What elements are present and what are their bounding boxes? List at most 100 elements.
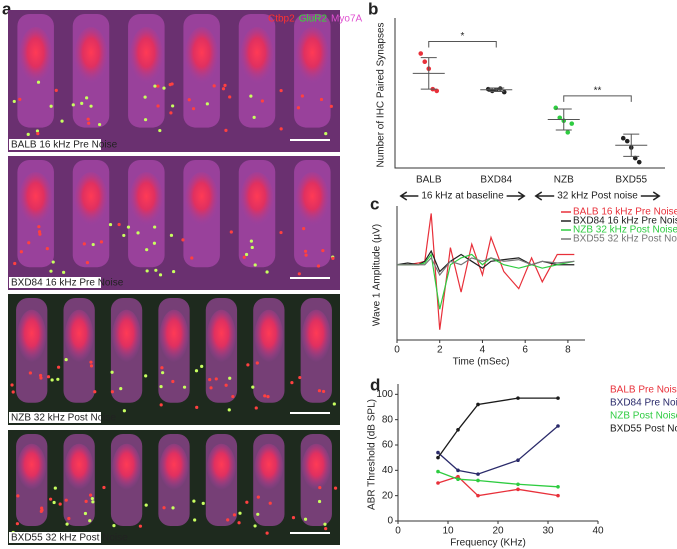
x-tick-label: BXD55 xyxy=(615,175,647,186)
puncta xyxy=(256,495,260,499)
x-axis-label: Time (mSec) xyxy=(453,357,510,368)
puncta xyxy=(296,106,301,110)
puncta xyxy=(242,255,246,259)
puncta xyxy=(49,269,53,273)
dot xyxy=(620,135,626,141)
puncta xyxy=(64,358,68,362)
y-axis-label: ABR Threshold (dB SPL) xyxy=(367,399,378,510)
puncta xyxy=(224,128,228,132)
puncta xyxy=(158,273,163,277)
error-bar xyxy=(488,87,505,92)
puncta xyxy=(263,394,267,398)
puncta xyxy=(119,387,123,391)
puncta xyxy=(237,521,241,525)
puncta xyxy=(300,94,304,98)
puncta xyxy=(145,248,149,252)
puncta xyxy=(249,94,253,98)
puncta xyxy=(158,128,162,133)
puncta xyxy=(212,84,216,88)
puncta xyxy=(171,379,175,384)
y-axis-label: Number of IHC Paired Synapses xyxy=(376,22,387,167)
puncta xyxy=(227,408,231,412)
puncta xyxy=(153,225,157,229)
puncta xyxy=(279,127,283,131)
marker xyxy=(556,424,560,428)
legend-label: BXD55 Post Noise xyxy=(610,424,677,435)
x-tick-label: 30 xyxy=(542,526,554,537)
marker xyxy=(476,478,480,483)
y-axis-label: Wave 1 Amplitude (µV) xyxy=(372,224,383,326)
puncta xyxy=(252,115,256,119)
puncta xyxy=(71,103,75,107)
puncta xyxy=(117,222,121,227)
puncta xyxy=(171,104,175,108)
puncta xyxy=(83,511,88,516)
nucleus xyxy=(295,27,329,84)
x-tick-label: 10 xyxy=(442,526,454,537)
puncta xyxy=(97,122,102,127)
nucleus xyxy=(17,309,46,363)
dot xyxy=(422,59,428,65)
nucleus xyxy=(17,443,46,490)
puncta xyxy=(154,268,158,272)
puncta xyxy=(52,500,56,505)
sig-label: ** xyxy=(594,85,602,96)
puncta xyxy=(191,107,196,111)
puncta xyxy=(90,496,94,501)
puncta xyxy=(89,104,93,108)
x-tick-label: 20 xyxy=(492,526,504,537)
x-axis-label: Frequency (KHz) xyxy=(450,538,526,549)
dot xyxy=(636,159,642,165)
puncta xyxy=(62,270,66,274)
sig-bracket xyxy=(428,41,497,48)
puncta xyxy=(126,225,131,229)
puncta xyxy=(162,506,166,510)
marker xyxy=(476,402,480,407)
y-tick-label: 60 xyxy=(382,440,394,451)
series-line xyxy=(397,252,575,310)
image-label-bg xyxy=(9,412,101,423)
marker xyxy=(436,481,440,485)
puncta xyxy=(228,376,232,380)
puncta xyxy=(136,231,140,235)
puncta xyxy=(11,390,15,394)
series-line xyxy=(437,470,559,488)
marker xyxy=(456,477,460,482)
nucleus xyxy=(159,309,189,363)
puncta xyxy=(110,390,114,394)
marker xyxy=(516,482,520,487)
puncta xyxy=(28,371,32,375)
x-tick-label: 0 xyxy=(394,345,400,356)
image-label-bg xyxy=(9,277,101,288)
image-label-bg xyxy=(9,139,101,150)
puncta xyxy=(223,83,227,87)
puncta xyxy=(153,84,157,88)
nucleus xyxy=(254,443,284,490)
puncta xyxy=(250,245,254,250)
puncta xyxy=(249,239,253,243)
puncta xyxy=(298,375,302,380)
puncta xyxy=(58,502,62,506)
nucleus xyxy=(254,309,284,363)
puncta xyxy=(99,240,104,244)
puncta xyxy=(181,238,185,242)
nucleus xyxy=(64,443,94,490)
puncta xyxy=(244,252,249,257)
nucleus xyxy=(112,309,141,363)
puncta xyxy=(87,121,91,125)
puncta xyxy=(205,102,209,106)
puncta xyxy=(35,129,40,133)
axis xyxy=(396,206,585,341)
nucleus xyxy=(129,172,163,226)
puncta xyxy=(152,241,157,245)
puncta xyxy=(304,253,308,257)
sig-label: * xyxy=(461,31,465,42)
puncta xyxy=(13,261,17,266)
puncta xyxy=(172,269,176,274)
dot xyxy=(501,89,507,95)
puncta xyxy=(321,389,326,394)
dot xyxy=(434,88,440,94)
nucleus xyxy=(240,27,274,84)
puncta xyxy=(86,117,90,121)
nucleus xyxy=(112,443,141,490)
